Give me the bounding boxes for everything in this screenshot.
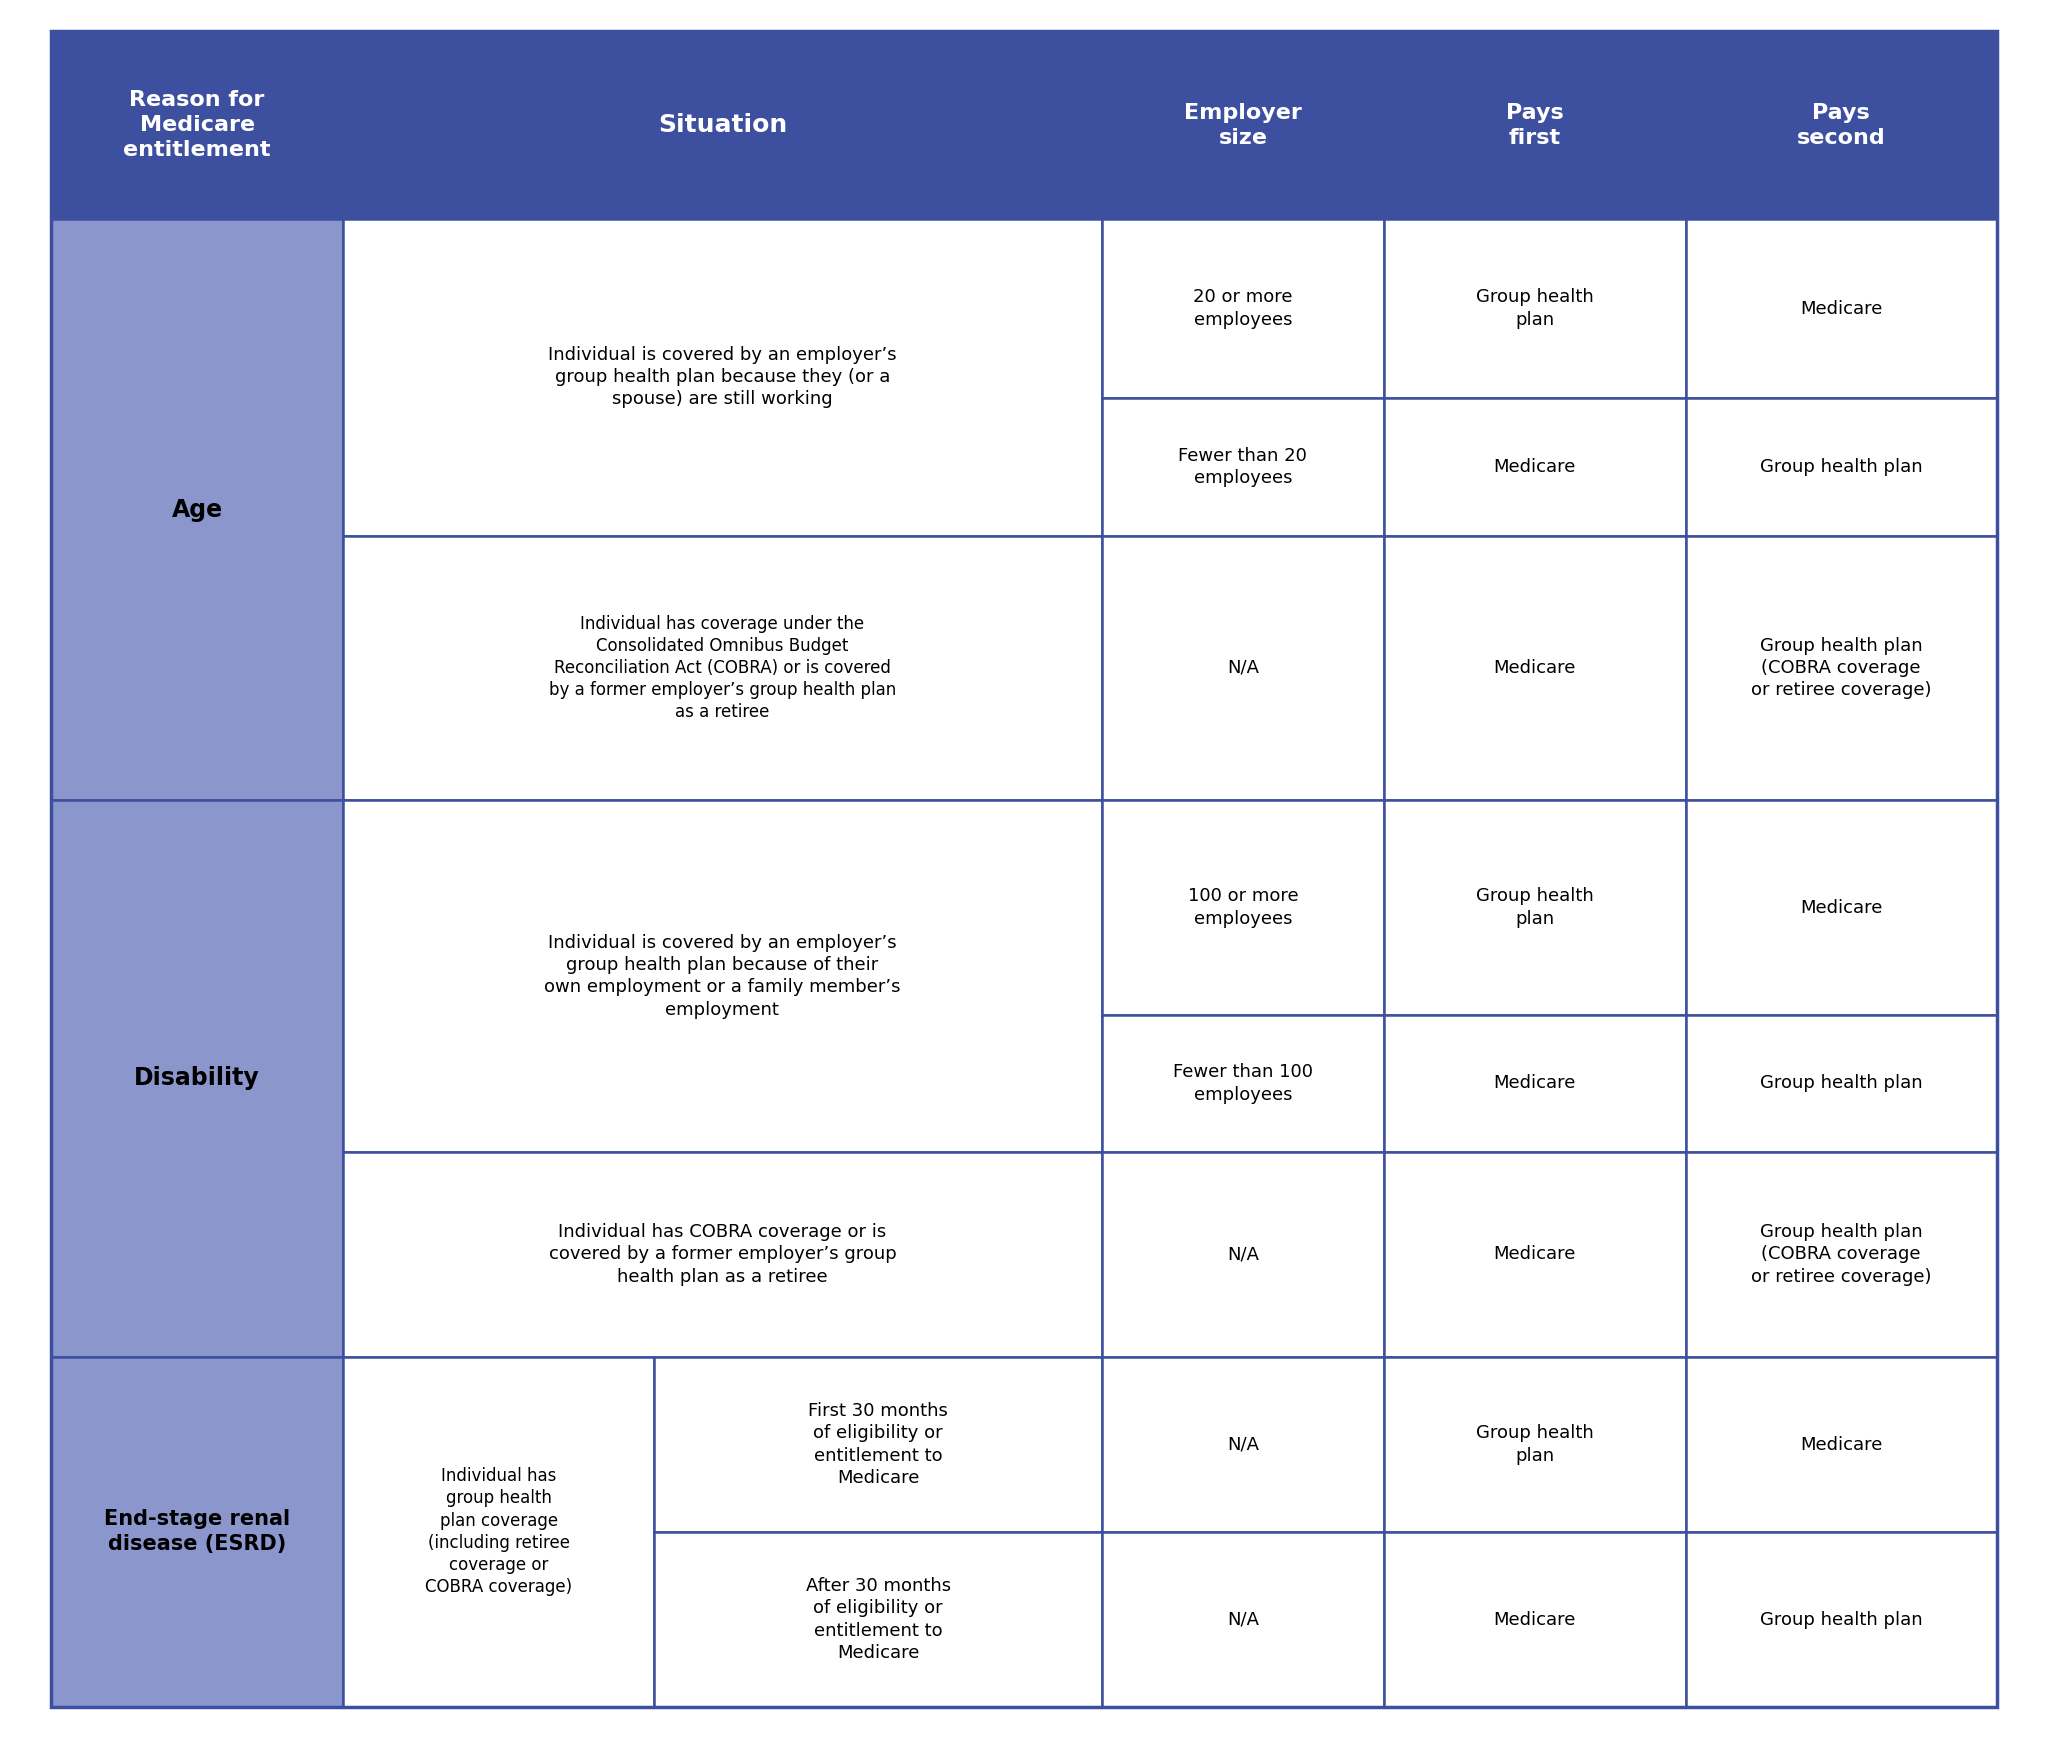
Text: First 30 months
of eligibility or
entitlement to
Medicare: First 30 months of eligibility or entitl… <box>809 1403 948 1486</box>
FancyBboxPatch shape <box>342 1357 655 1707</box>
Text: Group health
plan: Group health plan <box>1477 1425 1593 1465</box>
Text: Medicare: Medicare <box>1493 659 1575 676</box>
FancyBboxPatch shape <box>1102 1533 1384 1707</box>
Text: Group health
plan: Group health plan <box>1477 888 1593 928</box>
FancyBboxPatch shape <box>342 535 1102 799</box>
FancyBboxPatch shape <box>1686 1152 1997 1357</box>
FancyBboxPatch shape <box>1686 535 1997 799</box>
FancyBboxPatch shape <box>1102 1357 1384 1533</box>
Text: Medicare: Medicare <box>1800 299 1882 318</box>
FancyBboxPatch shape <box>1384 1533 1686 1707</box>
Text: N/A: N/A <box>1227 1436 1260 1453</box>
Text: Individual has
group health
plan coverage
(including retiree
coverage or
COBRA c: Individual has group health plan coverag… <box>426 1467 571 1595</box>
Text: Individual has COBRA coverage or is
covered by a former employer’s group
health : Individual has COBRA coverage or is cove… <box>549 1224 897 1286</box>
FancyBboxPatch shape <box>1686 799 1997 1015</box>
Text: Reason for
Medicare
entitlement: Reason for Medicare entitlement <box>123 90 270 160</box>
Text: Fewer than 20
employees: Fewer than 20 employees <box>1178 447 1307 487</box>
Text: Group health plan: Group health plan <box>1759 1611 1923 1629</box>
FancyBboxPatch shape <box>1686 398 1997 535</box>
Text: End-stage renal
disease (ESRD): End-stage renal disease (ESRD) <box>104 1509 291 1554</box>
Text: N/A: N/A <box>1227 1611 1260 1629</box>
FancyBboxPatch shape <box>1102 31 1384 219</box>
FancyBboxPatch shape <box>1102 1152 1384 1357</box>
Text: Medicare: Medicare <box>1493 1611 1575 1629</box>
FancyBboxPatch shape <box>1686 1533 1997 1707</box>
Text: Medicare: Medicare <box>1493 457 1575 476</box>
FancyBboxPatch shape <box>342 799 1102 1152</box>
FancyBboxPatch shape <box>655 1533 1102 1707</box>
FancyBboxPatch shape <box>1686 31 1997 219</box>
Text: Individual is covered by an employer’s
group health plan because of their
own em: Individual is covered by an employer’s g… <box>545 933 901 1018</box>
Text: Medicare: Medicare <box>1493 1246 1575 1264</box>
Text: Group health plan
(COBRA coverage
or retiree coverage): Group health plan (COBRA coverage or ret… <box>1751 1224 1931 1286</box>
FancyBboxPatch shape <box>1384 535 1686 799</box>
FancyBboxPatch shape <box>1686 219 1997 398</box>
FancyBboxPatch shape <box>51 31 342 219</box>
Text: Age: Age <box>172 497 223 521</box>
Text: 20 or more
employees: 20 or more employees <box>1194 289 1292 328</box>
FancyBboxPatch shape <box>1686 1357 1997 1533</box>
Text: Medicare: Medicare <box>1493 1074 1575 1093</box>
FancyBboxPatch shape <box>342 1152 1102 1357</box>
FancyBboxPatch shape <box>1686 1015 1997 1152</box>
FancyBboxPatch shape <box>655 1357 1102 1533</box>
Text: Disability: Disability <box>135 1067 260 1090</box>
Text: 100 or more
employees: 100 or more employees <box>1188 888 1298 928</box>
FancyBboxPatch shape <box>342 219 1102 535</box>
Text: Group health plan
(COBRA coverage
or retiree coverage): Group health plan (COBRA coverage or ret… <box>1751 636 1931 699</box>
FancyBboxPatch shape <box>1102 398 1384 535</box>
FancyBboxPatch shape <box>1384 1015 1686 1152</box>
Text: N/A: N/A <box>1227 1246 1260 1264</box>
FancyBboxPatch shape <box>1102 1015 1384 1152</box>
FancyBboxPatch shape <box>342 31 1102 219</box>
FancyBboxPatch shape <box>1102 799 1384 1015</box>
FancyBboxPatch shape <box>51 219 342 799</box>
Text: Situation: Situation <box>657 113 786 137</box>
FancyBboxPatch shape <box>51 799 342 1357</box>
FancyBboxPatch shape <box>1384 1152 1686 1357</box>
FancyBboxPatch shape <box>1384 1357 1686 1533</box>
FancyBboxPatch shape <box>1384 219 1686 398</box>
Text: After 30 months
of eligibility or
entitlement to
Medicare: After 30 months of eligibility or entitl… <box>805 1578 950 1662</box>
FancyBboxPatch shape <box>1384 398 1686 535</box>
Text: Medicare: Medicare <box>1800 899 1882 916</box>
Text: Pays
second: Pays second <box>1796 103 1886 148</box>
Text: Pays
first: Pays first <box>1505 103 1563 148</box>
Text: Group health
plan: Group health plan <box>1477 289 1593 328</box>
Text: Individual is covered by an employer’s
group health plan because they (or a
spou: Individual is covered by an employer’s g… <box>549 346 897 408</box>
Text: Fewer than 100
employees: Fewer than 100 employees <box>1174 1064 1313 1104</box>
Text: Employer
size: Employer size <box>1184 103 1303 148</box>
Text: Group health plan: Group health plan <box>1759 457 1923 476</box>
Text: Individual has coverage under the
Consolidated Omnibus Budget
Reconciliation Act: Individual has coverage under the Consol… <box>549 615 897 721</box>
FancyBboxPatch shape <box>1384 799 1686 1015</box>
FancyBboxPatch shape <box>1102 535 1384 799</box>
FancyBboxPatch shape <box>51 1357 342 1707</box>
Text: Medicare: Medicare <box>1800 1436 1882 1453</box>
FancyBboxPatch shape <box>1102 219 1384 398</box>
Text: N/A: N/A <box>1227 659 1260 676</box>
FancyBboxPatch shape <box>1384 31 1686 219</box>
Text: Group health plan: Group health plan <box>1759 1074 1923 1093</box>
